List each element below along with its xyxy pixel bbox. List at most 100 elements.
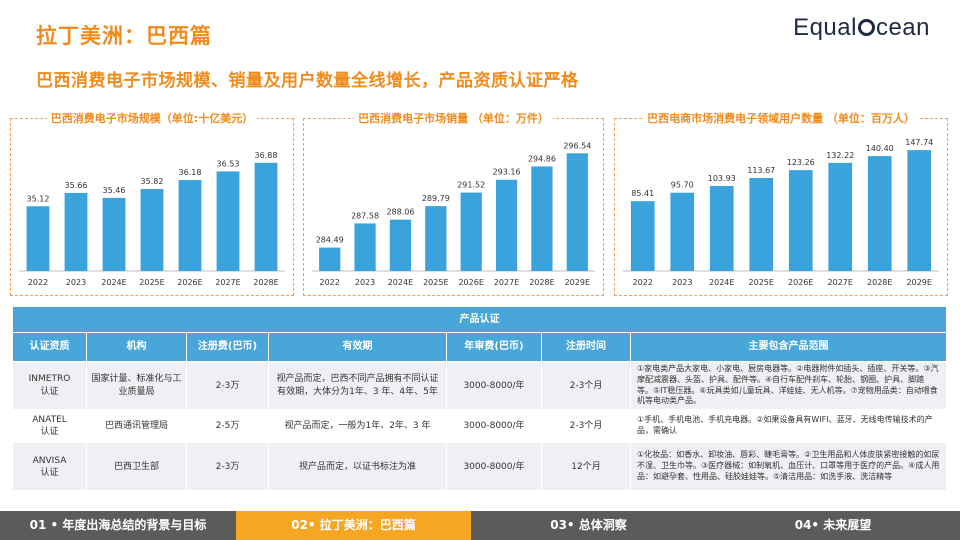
org-cell: 国家计量、标准化与工业质量局 [86,360,187,411]
x-tick-label: 2029E [907,278,932,287]
x-tick-label: 2026E [788,278,813,287]
column-header: 注册时间 [541,332,631,362]
x-tick-label: 2022 [28,278,48,287]
bar [531,166,553,271]
data-label: 296.54 [563,141,591,150]
data-label: 288.06 [386,208,414,217]
bar [64,192,88,271]
x-tick-label: 2023 [355,278,375,287]
bar [670,192,695,271]
registration-time-cell: 12个月 [541,442,631,492]
data-label: 35.46 [103,186,126,195]
data-label: 36.88 [255,151,278,160]
cert-cell: ANATEL 认证 [12,409,87,444]
chart-plot: 35.12 2022 35.66 2023 35.46 2024E 35.82 2025E 36… [19,151,285,287]
bar [26,206,50,271]
page-subtitle: 巴西消费电子市场规模、销量及用户数量全线增长，产品资质认证严格 [36,71,579,91]
x-tick-label: 2028E [867,278,892,287]
page-title: 拉丁美洲：巴西篇 [36,24,212,48]
annual-fee-cell: 3000-8000/年 [446,442,542,492]
bar [709,185,734,271]
logo-text-post: cean [875,14,930,41]
data-label: 289.79 [422,194,450,203]
x-tick-label: 2027E [494,278,519,287]
bar [867,156,892,271]
data-label: 294.86 [528,154,556,163]
nav-tab-background-goals[interactable]: 01 • 年度出海总结的背景与目标 [0,511,236,540]
bar [828,162,853,271]
org-cell: 巴西卫生部 [86,442,187,492]
nav-tab-outlook[interactable]: 04• 未来展望 [706,511,960,540]
data-label: 113.67 [747,166,775,175]
equalocean-logo: Equal cean [793,14,930,42]
data-label: 147.74 [905,138,933,147]
bar [460,192,482,271]
validity-cell: 视产品而定，一般为1年、2年、3 年 [268,409,447,444]
data-label: 35.12 [27,194,50,203]
cert-cell: ANVISA 认证 [12,442,87,492]
bar [425,206,447,271]
x-tick-label: 2025E [423,278,448,287]
data-label: 85.41 [631,189,654,198]
x-tick-label: 2024E [709,278,734,287]
data-label: 103.93 [708,174,736,183]
x-tick-label: 2029E [565,278,590,287]
bar [907,150,932,271]
x-tick-label: 2028E [253,278,278,287]
x-tick-label: 2026E [177,278,202,287]
data-label: 35.66 [65,181,88,190]
market-size-chart: 巴西消费电子市场规模（单位:十亿美元） 35.12 2022 35.66 2023 35… [10,112,294,296]
section-nav: 01 • 年度出海总结的背景与目标 02• 拉丁美洲：巴西篇 03• 总体洞察 … [0,511,960,540]
x-tick-label: 2022 [633,278,653,287]
data-label: 36.18 [179,168,202,177]
bar [354,223,376,271]
org-cell: 巴西通讯管理局 [86,409,187,444]
column-header: 注册费(巴币) [186,332,269,362]
table-caption: 产品认证 [11,306,948,333]
chart-plot: 85.41 2022 95.70 2023 103.93 2024E 113.67 2025E… [623,138,939,287]
data-label: 293.16 [493,168,521,177]
bar [319,247,341,271]
nav-tab-insights[interactable]: 03• 总体洞察 [471,511,706,540]
x-tick-label: 2024E [388,278,413,287]
chart-title: 巴西消费电子市场规模（单位:十亿美元） [46,112,258,125]
data-label: 291.52 [457,181,485,190]
scope-cell: ①化妆品：如香水、卸妆油、唇彩、睫毛膏等。②卫生用品和人体皮肤紧密接触的如尿不湿… [629,442,948,492]
bar [630,201,655,271]
bar [102,197,126,271]
bar [749,177,774,271]
data-label: 140.40 [866,144,894,153]
nav-tab-brazil[interactable]: 02• 拉丁美洲：巴西篇 [236,511,471,540]
column-header: 认证资质 [12,332,87,362]
scope-cell: ①家电类产品大家电、小家电、厨房电器等。②电器附件如插头、插座、开关等。③汽摩配… [629,360,948,411]
data-label: 36.53 [217,159,240,168]
bar [254,162,278,271]
annual-fee-cell: 3000-8000/年 [446,360,542,411]
x-tick-label: 2028E [529,278,554,287]
x-tick-label: 2026E [458,278,483,287]
data-label: 123.26 [787,158,815,167]
x-tick-label: 2023 [672,278,692,287]
bar [389,219,412,271]
table-row: ANVISA 认证 巴西卫生部 2-3万 视产品而定，以证书标注为准 3000-… [12,442,948,492]
user-count-chart: 巴西电商市场消费电子领域用户数量 （单位：百万人） 85.41 2022 95.70… [614,112,948,296]
cert-cell: INMETRO 认证 [12,360,87,411]
logo-text-pre: Equal [793,14,857,41]
x-tick-label: 2023 [66,278,86,287]
data-label: 284.49 [316,236,344,245]
table-row: INMETRO 认证 国家计量、标准化与工业质量局 2-3万 视产品而定，巴西不… [12,360,948,411]
fee-cell: 2-3万 [186,442,269,492]
x-tick-label: 2025E [139,278,164,287]
table-row: ANATEL 认证 巴西通讯管理局 2-5万 视产品而定，一般为1年、2年、3 … [12,409,948,444]
bar [140,188,164,271]
x-tick-label: 2027E [215,278,240,287]
registration-time-cell: 2-3个月 [541,360,631,411]
x-tick-label: 2022 [320,278,340,287]
x-tick-label: 2025E [749,278,774,287]
bar [788,170,813,271]
sales-volume-chart: 巴西消费电子市场销量 （单位：万件） 284.49 2022 287.58 2023 2… [303,112,604,296]
chart-plot: 284.49 2022 287.58 2023 288.06 2024E 289.79 202… [312,141,595,287]
logo-o-ring [857,19,875,36]
column-header: 有效期 [268,332,447,362]
column-header: 主要包含产品范围 [629,332,948,362]
